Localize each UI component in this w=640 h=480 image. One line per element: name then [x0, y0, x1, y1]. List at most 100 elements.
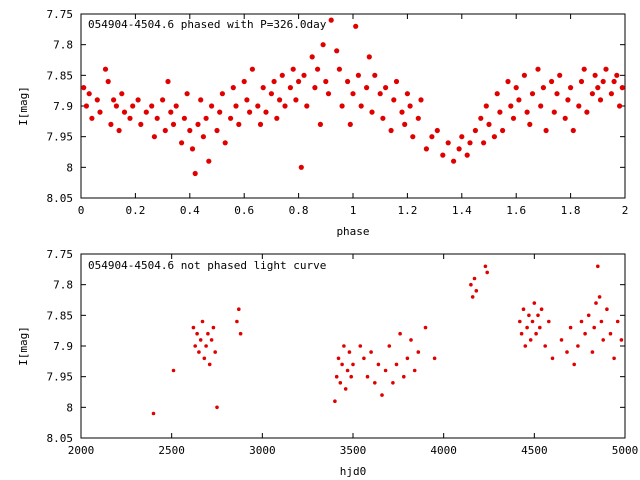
data-point — [207, 362, 212, 367]
data-point — [372, 72, 378, 78]
data-point — [94, 97, 100, 103]
data-point — [206, 158, 212, 164]
data-point — [423, 146, 429, 152]
data-point — [429, 134, 435, 140]
data-point — [576, 103, 582, 109]
data-point — [524, 109, 530, 115]
data-point — [485, 270, 490, 275]
data-point — [589, 91, 596, 97]
data-point — [481, 140, 487, 146]
x-tick-label: 1.2 — [397, 204, 417, 217]
data-point — [615, 319, 620, 324]
data-point — [151, 134, 157, 140]
data-point — [590, 350, 595, 354]
data-point — [143, 109, 149, 115]
data-point — [578, 78, 585, 85]
data-point — [474, 289, 479, 293]
x-tick-label: 0.2 — [125, 204, 145, 217]
data-point — [388, 127, 394, 134]
data-point — [497, 109, 503, 115]
data-point — [540, 85, 547, 91]
data-point — [612, 356, 616, 361]
data-point — [538, 103, 544, 109]
data-point — [525, 325, 529, 330]
data-point — [312, 85, 318, 91]
data-point — [342, 344, 346, 348]
data-point — [393, 78, 400, 85]
data-point — [345, 368, 350, 373]
data-point — [171, 368, 176, 373]
data-point — [383, 368, 388, 373]
data-point — [213, 350, 217, 354]
chart-title: 054904-4504.6 phased with P=326.0day — [88, 18, 327, 31]
data-point — [244, 97, 250, 103]
x-tick-label: 0 — [78, 204, 85, 217]
data-point — [200, 319, 205, 324]
data-point — [364, 85, 370, 91]
data-point — [562, 115, 568, 121]
x-tick-label: 0.4 — [180, 204, 200, 217]
data-point — [543, 344, 547, 348]
data-point — [412, 368, 417, 373]
data-point — [351, 362, 355, 367]
data-point — [333, 399, 337, 404]
data-point — [387, 344, 392, 348]
y-axis-label: I[mag] — [17, 326, 30, 366]
data-point — [508, 103, 514, 109]
data-point — [184, 91, 190, 97]
data-point — [551, 109, 557, 115]
data-point — [334, 374, 339, 379]
data-point — [198, 97, 204, 103]
data-point — [195, 121, 201, 127]
data-point — [102, 66, 109, 72]
data-point — [405, 356, 410, 361]
data-point — [399, 109, 405, 115]
data-point — [309, 54, 315, 60]
data-points — [81, 17, 625, 177]
x-tick-label: 4000 — [430, 444, 457, 457]
data-point — [597, 97, 604, 103]
data-point — [195, 331, 199, 336]
data-point — [170, 121, 177, 127]
data-point — [500, 127, 506, 134]
data-point — [315, 66, 321, 72]
data-point — [336, 356, 341, 361]
data-point — [198, 338, 203, 342]
data-point — [369, 350, 373, 354]
data-point — [565, 350, 569, 354]
data-point — [505, 78, 511, 85]
x-tick-label: 1 — [350, 204, 357, 217]
data-point — [527, 313, 531, 318]
data-point — [81, 85, 87, 91]
x-tick-label: 1.4 — [452, 204, 472, 217]
data-point — [355, 72, 361, 78]
data-point — [619, 338, 624, 342]
plot-frame — [80, 13, 626, 199]
data-point — [410, 134, 416, 140]
data-point — [257, 121, 264, 127]
data-point — [383, 85, 389, 91]
data-point — [83, 103, 89, 109]
y-tick-label: 7.75 — [47, 8, 74, 21]
data-point — [336, 66, 342, 72]
data-point — [340, 362, 344, 367]
data-point — [353, 23, 359, 29]
data-point — [592, 325, 596, 330]
data-point — [423, 325, 428, 330]
data-point — [601, 338, 605, 342]
data-point — [241, 78, 247, 85]
data-point — [611, 78, 617, 85]
data-point — [547, 319, 551, 324]
data-point — [380, 115, 386, 121]
data-point — [600, 78, 606, 85]
data-point — [193, 344, 197, 348]
x-tick-label: 1.8 — [561, 204, 581, 217]
data-point — [338, 381, 343, 385]
data-point — [523, 344, 528, 348]
data-point — [608, 331, 613, 336]
x-tick-label: 3000 — [249, 444, 276, 457]
data-point — [290, 66, 296, 72]
data-point — [236, 121, 242, 127]
data-point — [215, 405, 219, 410]
